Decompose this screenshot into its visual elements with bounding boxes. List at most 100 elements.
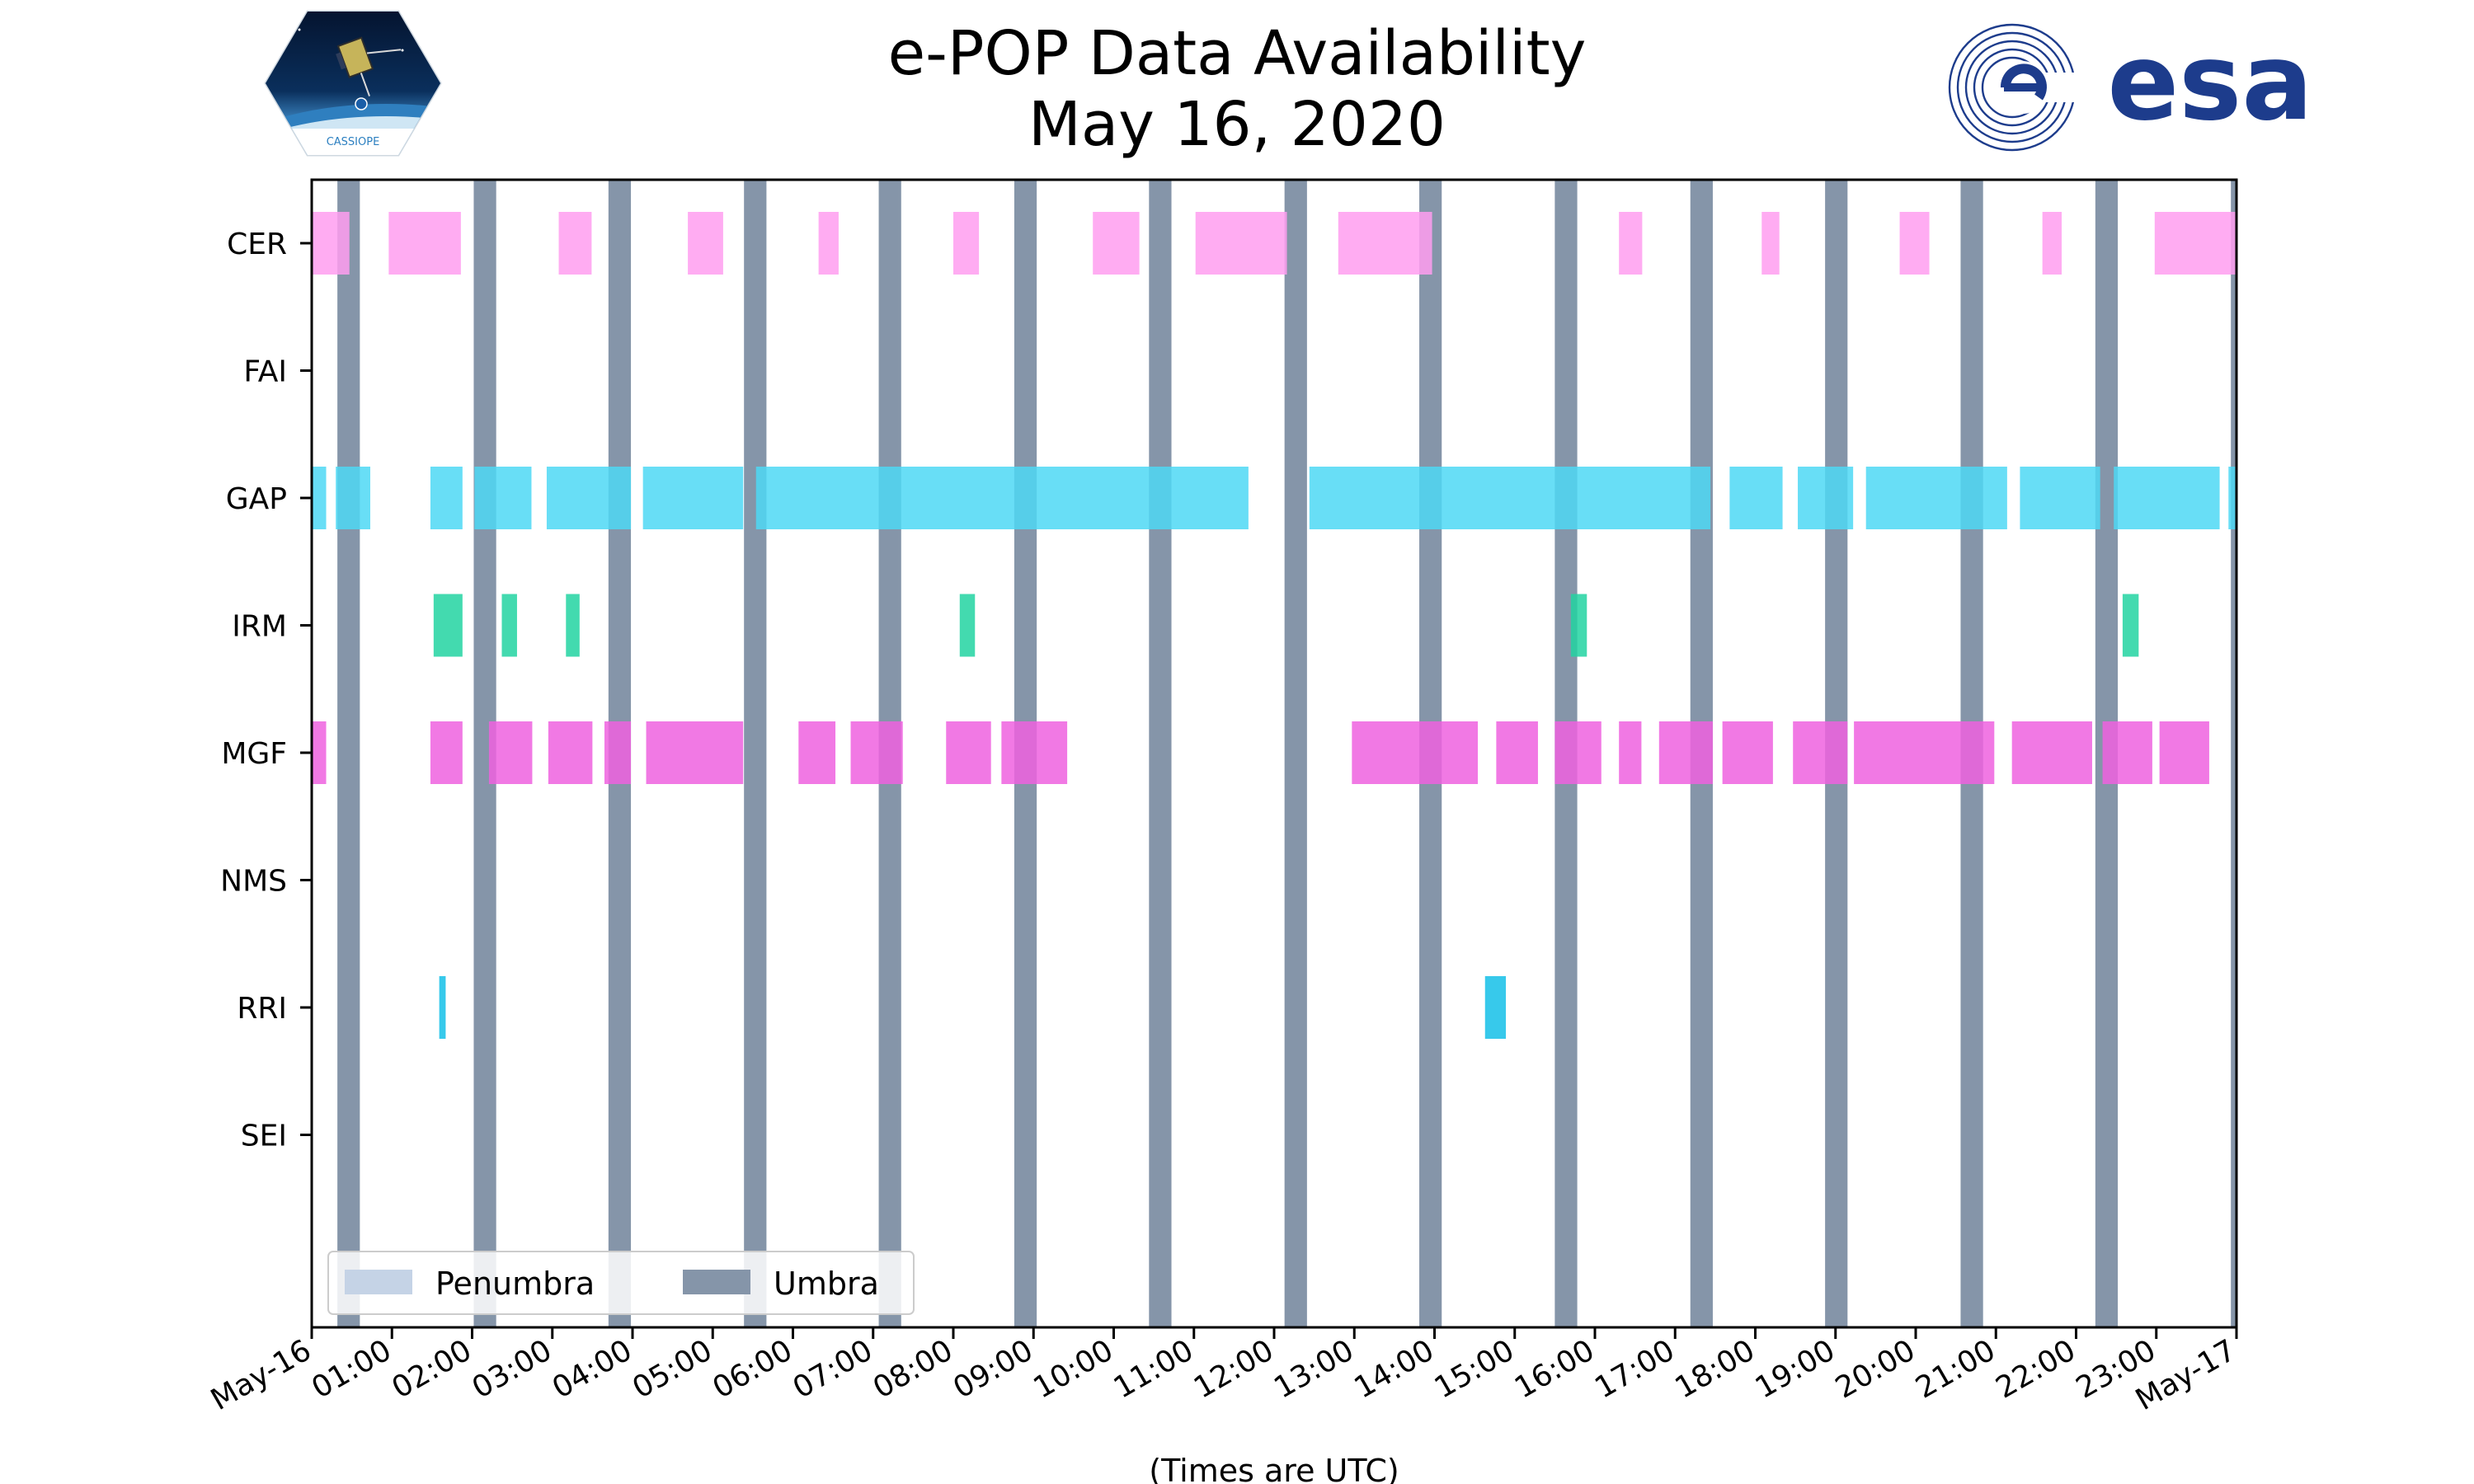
bar-cer-7 [1195,212,1287,275]
x-tick-label-14: 14:00 [1349,1333,1440,1405]
bar-irm-5 [2122,594,2139,657]
bar-mgf-9 [1001,721,1068,784]
bar-mgf-5 [646,721,744,784]
bar-gap-2 [430,467,463,529]
x-tick-label-8: 08:00 [868,1333,958,1405]
umbra-band-7 [1284,180,1307,1327]
bar-gap-3 [474,467,532,529]
y-tick-label-mgf: MGF [221,737,287,771]
bar-mgf-17 [1854,721,1995,784]
bar-mgf-15 [1722,721,1773,784]
bar-irm-2 [566,594,580,657]
y-tick-label-gap: GAP [226,482,287,516]
bar-cer-8 [1338,212,1432,275]
bar-irm-3 [959,594,976,657]
x-tick-label-5: 05:00 [627,1333,717,1405]
y-tick-label-cer: CER [227,228,287,261]
x-tick-label-2: 02:00 [387,1333,477,1405]
bar-cer-6 [1093,212,1140,275]
bar-cer-0 [312,212,350,275]
chart-subtitle: May 16, 2020 [1028,89,1446,160]
x-tick-label-21: 21:00 [1910,1333,2001,1405]
bar-cer-9 [1619,212,1643,275]
legend-label-penumbra: Penumbra [435,1266,595,1302]
bar-cer-13 [2154,212,2236,275]
cassiope-logo: CASSIOPE [264,10,442,157]
bar-mgf-1 [430,721,463,784]
bar-gap-4 [546,467,632,529]
x-tick-label-17: 17:00 [1589,1333,1680,1405]
x-tick-label-1: 01:00 [306,1333,397,1405]
x-tick-label-10: 10:00 [1028,1333,1119,1405]
legend-box [327,1251,915,1315]
bar-gap-1 [336,467,370,529]
y-axis: CER FAI GAP IRM MGF NMS RRI SEI [220,228,312,1153]
x-tick-label-0: May-16 [205,1333,317,1417]
bar-irm-1 [501,594,517,657]
bar-mgf-20 [2159,721,2209,784]
x-axis: May-1601:0002:0003:0004:0005:0006:0007:0… [205,1327,2241,1417]
x-tick-label-20: 20:00 [1830,1333,1921,1405]
legend-swatch-umbra [683,1270,750,1294]
data-bars [312,212,2236,1039]
bar-mgf-13 [1619,721,1642,784]
bar-cer-2 [558,212,592,275]
bar-mgf-2 [488,721,533,784]
bar-gap-0 [312,467,327,529]
bar-cer-10 [1761,212,1780,275]
umbra-band-14 [2231,180,2236,1327]
esa-logo-text: esa [2107,21,2309,144]
bar-mgf-10 [1352,721,1479,784]
bar-gap-8 [1729,467,1783,529]
y-tick-label-nms: NMS [220,865,287,899]
x-tick-label-6: 06:00 [708,1333,798,1405]
umbra-band-6 [1149,180,1172,1327]
legend-swatch-penumbra [345,1270,412,1294]
bar-cer-3 [688,212,723,275]
bar-mgf-14 [1658,721,1713,784]
y-tick-label-rri: RRI [237,992,287,1026]
x-tick-label-15: 15:00 [1429,1333,1520,1405]
bar-gap-11 [2020,467,2100,529]
esa-logo: esa [1948,21,2309,152]
x-tick-label-11: 11:00 [1108,1333,1199,1405]
umbra-band-0 [337,180,360,1327]
bar-gap-13 [2228,467,2236,529]
bar-mgf-3 [548,721,593,784]
chart-title-line1: e-POP Data Availability [887,18,1587,89]
bar-mgf-4 [604,721,632,784]
bar-gap-10 [1865,467,2007,529]
x-tick-label-3: 03:00 [467,1333,557,1405]
x-tick-label-19: 19:00 [1750,1333,1841,1405]
bar-rri-1 [1484,976,1507,1039]
bar-mgf-11 [1496,721,1538,784]
x-tick-label-7: 07:00 [788,1333,878,1405]
bar-mgf-19 [2102,721,2152,784]
bar-cer-11 [1899,212,1930,275]
bar-mgf-8 [946,721,991,784]
bar-mgf-16 [1793,721,1848,784]
bar-gap-9 [1798,467,1854,529]
y-tick-label-sei: SEI [241,1120,287,1153]
bar-mgf-7 [850,721,903,784]
bar-cer-5 [953,212,980,275]
bar-cer-4 [818,212,839,275]
x-tick-label-13: 13:00 [1268,1333,1359,1405]
bar-irm-4 [1570,594,1587,657]
bar-gap-12 [2114,467,2220,529]
x-axis-label: (Times are UTC) [1149,1453,1399,1484]
x-tick-label-12: 12:00 [1188,1333,1279,1405]
bar-mgf-0 [312,721,327,784]
umbra-band-3 [744,180,767,1327]
bar-mgf-18 [2011,721,2092,784]
x-tick-label-16: 16:00 [1509,1333,1600,1405]
bar-gap-7 [1309,467,1711,529]
legend: Penumbra Umbra [327,1251,915,1315]
bar-cer-12 [2042,212,2062,275]
bar-cer-1 [388,212,461,275]
y-tick-label-irm: IRM [232,610,287,644]
x-tick-label-9: 09:00 [948,1333,1038,1405]
bar-rri-0 [439,976,446,1039]
x-tick-label-18: 18:00 [1670,1333,1761,1405]
